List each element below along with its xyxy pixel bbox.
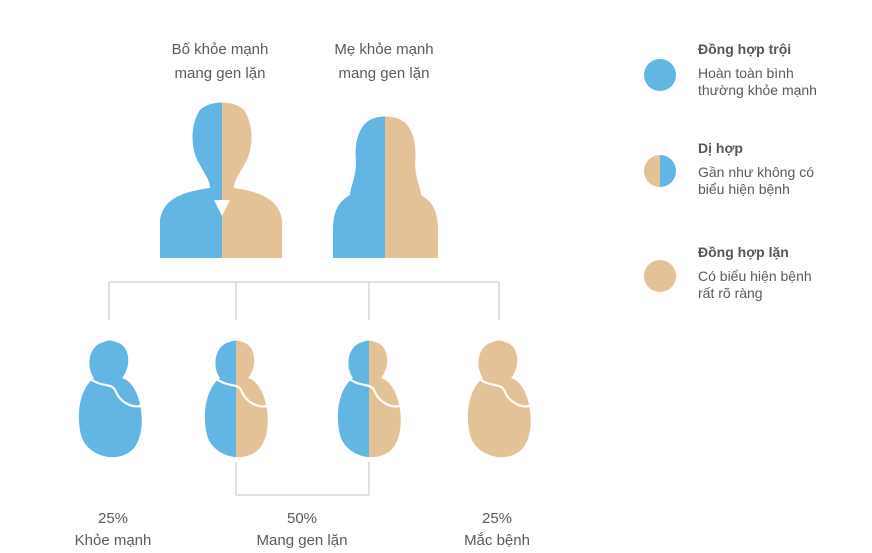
- outcome-affected-percent: 25%: [481, 510, 513, 527]
- legend-desc: Gần như không có biểu hiện bệnh: [698, 164, 814, 198]
- mother-label-line1: Mẹ khỏe mạnh: [334, 41, 434, 58]
- father-label-line2: mang gen lặn: [174, 65, 266, 82]
- legend-title: Dị hợp: [698, 140, 743, 156]
- legend-desc-line2: biểu hiện bệnh: [698, 181, 790, 197]
- legend-desc-line1: Có biểu hiện bệnh: [698, 268, 812, 284]
- outcome-carrier: 50% Mang gen lặn: [227, 508, 377, 552]
- children-row: [78, 340, 531, 458]
- baby-half-icon: [337, 340, 401, 457]
- father-label-line1: Bố khỏe mạnh: [171, 41, 269, 58]
- father-silhouette-icon: [160, 102, 282, 258]
- legend-desc-line2: thường khỏe mạnh: [698, 82, 817, 98]
- mother-label-line2: mang gen lặn: [338, 65, 430, 82]
- outcome-affected: 25% Mắc bệnh: [422, 508, 572, 552]
- legend-title: Đồng hợp lặn: [698, 244, 789, 260]
- baby-half-icon: [204, 340, 268, 457]
- baby-tan-icon: [467, 340, 531, 458]
- father-label: Bố khỏe mạnh mang gen lặn: [140, 38, 300, 86]
- blue-circle-icon: [644, 59, 676, 91]
- outcome-healthy-label: Khỏe mạnh: [74, 532, 152, 549]
- outcome-carrier-percent: 50%: [286, 510, 318, 527]
- legend-desc: Hoàn toàn bình thường khỏe mạnh: [698, 65, 817, 99]
- legend-title: Đồng hợp trội: [698, 41, 792, 57]
- mother-silhouette-icon: [333, 116, 438, 258]
- half-circle-icon: [644, 155, 676, 187]
- legend-desc-line1: Gần như không có: [698, 164, 815, 180]
- outcome-carrier-label: Mang gen lặn: [256, 532, 348, 549]
- outcome-affected-label: Mắc bệnh: [464, 532, 530, 549]
- outcome-healthy-percent: 25%: [97, 510, 129, 527]
- tan-circle-icon: [644, 260, 676, 292]
- legend-desc-line2: rất rõ ràng: [698, 285, 763, 301]
- baby-blue-icon: [78, 340, 142, 458]
- mother-label: Mẹ khỏe mạnh mang gen lặn: [304, 38, 464, 86]
- legend-desc-line1: Hoàn toàn bình: [698, 65, 794, 81]
- pedigree-connectors: [108, 281, 500, 496]
- outcome-healthy: 25% Khỏe mạnh: [38, 508, 188, 552]
- legend-desc: Có biểu hiện bệnh rất rõ ràng: [698, 268, 812, 302]
